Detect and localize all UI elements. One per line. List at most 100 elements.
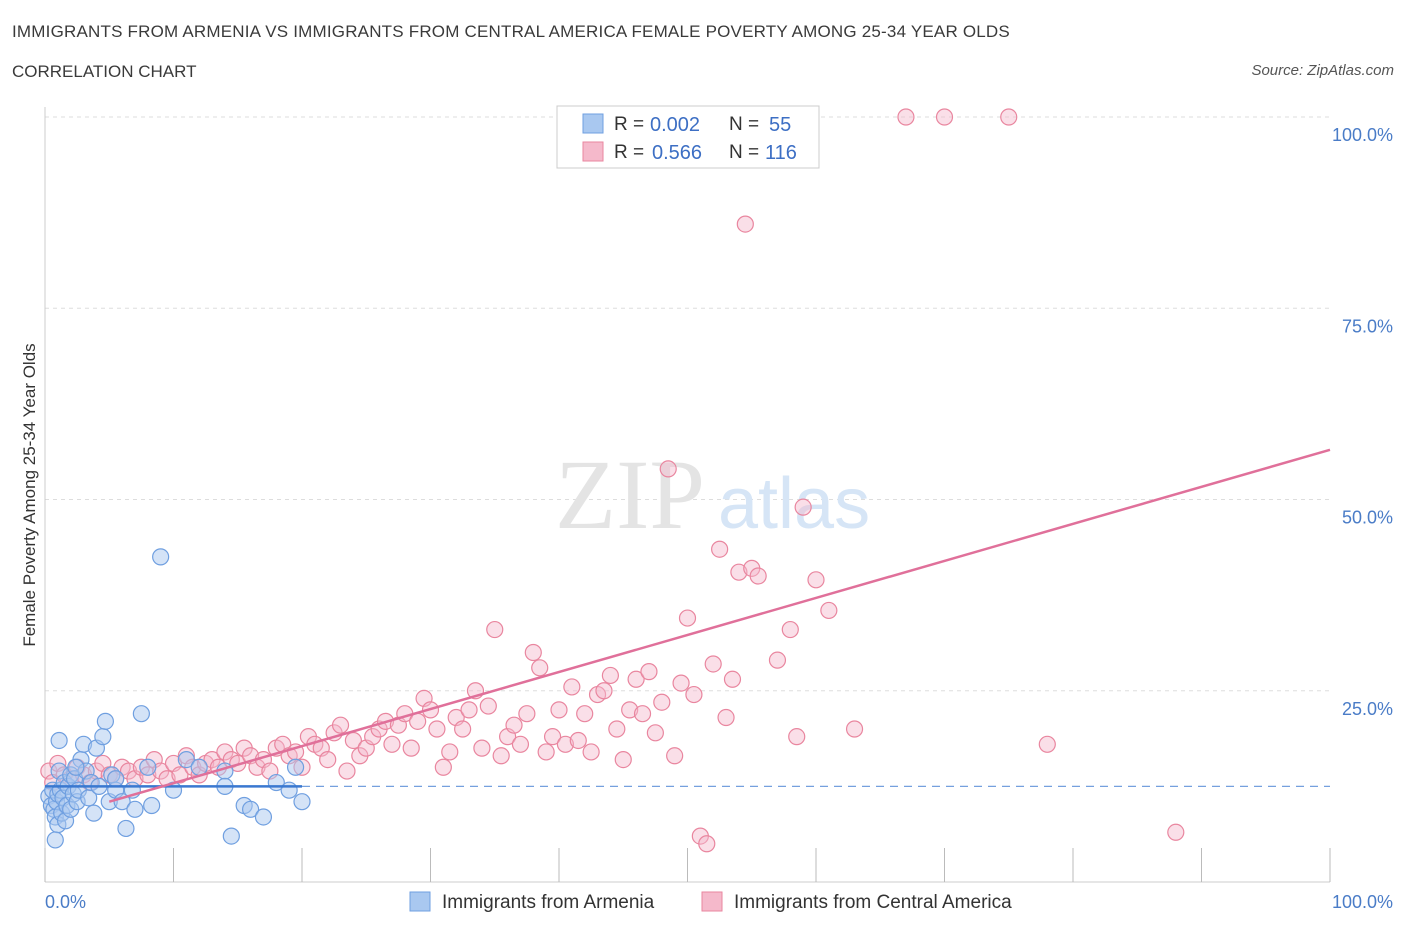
- stats-legend-n-label-2: N =: [729, 142, 759, 163]
- point-central-105: [711, 540, 729, 558]
- x-tick-labels: 0.0% 100.0%: [45, 892, 1393, 912]
- point-central-77: [531, 659, 549, 677]
- x-tick-label-0: 0.0%: [45, 892, 86, 912]
- point-central-57: [402, 739, 420, 757]
- stats-legend-n-label: N =: [729, 114, 759, 135]
- point-armenia-56: [293, 793, 311, 811]
- stats-legend-r-central: 0.566: [652, 142, 702, 164]
- point-armenia-59: [67, 758, 85, 776]
- point-central-92: [627, 670, 645, 688]
- point-central-85: [582, 743, 600, 761]
- y-tick-label-3: 100.0%: [1332, 125, 1393, 145]
- point-central-113: [781, 620, 799, 639]
- point-central-122: [1038, 735, 1056, 753]
- point-central-47: [338, 762, 356, 780]
- point-central-112: [768, 651, 787, 669]
- point-central-69: [479, 697, 497, 715]
- point-central-111: [749, 567, 767, 585]
- y-tick-label-2: 75.0%: [1342, 316, 1393, 336]
- trend-central: [108, 448, 1331, 803]
- point-central-99: [672, 674, 690, 692]
- point-central-95: [646, 724, 664, 742]
- point-central-109: [736, 215, 754, 233]
- point-armenia-43: [152, 548, 170, 566]
- point-central-46: [331, 716, 350, 734]
- point-central-76: [524, 643, 542, 662]
- series-armenia: [40, 548, 311, 849]
- point-central-75: [518, 705, 536, 723]
- stats-legend-r-label-2: R =: [614, 142, 644, 163]
- bottom-legend-label-armenia: Immigrants from Armenia: [442, 892, 655, 913]
- point-central-79: [543, 728, 562, 746]
- y-axis-title: Female Poverty Among 25-34 Year Olds: [20, 343, 39, 646]
- point-central-82: [563, 678, 581, 696]
- bottom-legend: Immigrants from Armenia Immigrants from …: [409, 891, 1012, 913]
- point-armenia-40: [139, 758, 157, 776]
- chart-subtitle: CORRELATION CHART: [12, 62, 197, 81]
- point-central-98: [666, 747, 684, 765]
- point-central-121: [1000, 108, 1018, 126]
- point-central-70: [486, 620, 504, 639]
- point-central-66: [460, 701, 478, 719]
- point-central-90: [614, 750, 632, 769]
- point-armenia-51: [254, 808, 273, 826]
- point-central-116: [807, 571, 825, 589]
- point-central-58: [409, 712, 427, 730]
- point-armenia-45: [177, 750, 195, 769]
- point-armenia-42: [107, 770, 125, 788]
- stats-legend-r-armenia: 0.002: [650, 114, 700, 136]
- stats-legend-r-label: R =: [614, 114, 644, 135]
- point-central-96: [653, 693, 671, 711]
- axes: [44, 107, 1331, 883]
- point-armenia-53: [280, 781, 298, 799]
- point-central-123: [1167, 823, 1185, 841]
- bottom-legend-label-central: Immigrants from Central America: [734, 892, 1012, 913]
- grid-lines: [45, 116, 1330, 692]
- point-central-97: [659, 460, 677, 478]
- point-central-89: [608, 720, 626, 738]
- y-tick-labels: 25.0% 50.0% 75.0% 100.0%: [1332, 125, 1393, 719]
- point-central-81: [556, 735, 575, 753]
- point-central-101: [685, 685, 703, 704]
- point-central-103: [698, 835, 716, 853]
- y-tick-label-0: 25.0%: [1342, 699, 1393, 719]
- point-central-120: [935, 108, 954, 126]
- stats-legend: R = 0.002 N = 55 R = 0.566 N = 116: [556, 105, 820, 169]
- point-central-65: [454, 720, 472, 738]
- bottom-legend-swatch-armenia: [409, 891, 431, 912]
- x-tick-label-1: 100.0%: [1332, 892, 1393, 912]
- point-central-54: [383, 735, 401, 753]
- point-central-119: [897, 108, 915, 126]
- point-central-107: [723, 670, 742, 688]
- point-armenia-27: [85, 804, 103, 822]
- trend-lines: [45, 448, 1331, 803]
- point-central-91: [621, 701, 639, 719]
- point-central-88: [601, 666, 620, 685]
- point-central-44: [319, 750, 337, 769]
- point-central-80: [550, 701, 568, 719]
- point-central-108: [730, 563, 748, 581]
- stats-legend-swatch-central: [582, 141, 604, 162]
- point-armenia-57: [46, 831, 64, 849]
- stats-legend-n-armenia: 55: [769, 114, 791, 136]
- point-central-115: [794, 498, 812, 516]
- point-central-114: [788, 728, 806, 746]
- point-central-87: [595, 682, 613, 700]
- point-central-84: [576, 705, 594, 723]
- point-armenia-50: [242, 800, 260, 818]
- watermark: ZIP atlas: [555, 439, 870, 550]
- point-armenia-38: [126, 800, 144, 818]
- point-armenia-31: [96, 712, 114, 730]
- point-armenia-48: [222, 827, 240, 845]
- point-central-68: [473, 739, 491, 757]
- point-central-71: [492, 747, 510, 765]
- series-central-america: [40, 108, 1185, 853]
- watermark-atlas: atlas: [718, 464, 870, 544]
- point-central-117: [820, 601, 838, 620]
- point-central-62: [434, 758, 452, 776]
- y-tick-label-1: 50.0%: [1342, 508, 1393, 528]
- point-central-63: [441, 743, 459, 761]
- point-central-94: [640, 663, 658, 681]
- point-armenia-36: [117, 819, 135, 838]
